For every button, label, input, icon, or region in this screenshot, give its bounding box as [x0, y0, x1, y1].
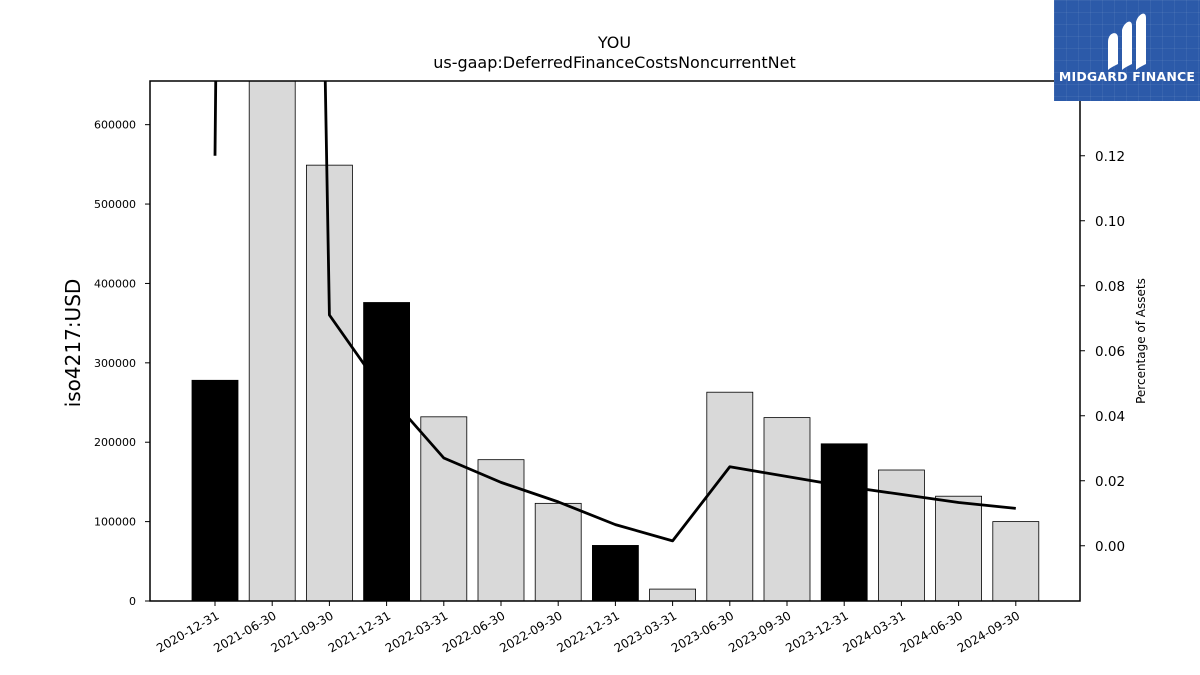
- x-tick-label: 2024-03-31: [840, 608, 907, 655]
- y-tick-label: 600000: [94, 119, 136, 132]
- bar-2022-09-30: [534, 502, 582, 601]
- bar-2023-06-30: [706, 391, 754, 601]
- bar-series: [191, 81, 1040, 601]
- bar-2024-03-31: [878, 469, 925, 601]
- bar-2021-06-30: [248, 81, 296, 601]
- x-tick-label: 2021-09-30: [268, 608, 335, 655]
- bar-2020-12-31: [191, 379, 239, 601]
- y-tick-label: 100000: [94, 516, 136, 529]
- percentage-of-assets-line: [213, 81, 1016, 543]
- y-tick-label: 300000: [94, 357, 136, 370]
- y-axis-label: iso4217:USD: [61, 279, 85, 408]
- y-tick-label: 0: [129, 595, 136, 608]
- x-tick-label: 2023-03-31: [612, 608, 679, 655]
- bar-2023-03-31: [649, 588, 696, 601]
- logo-text: MIDGARD FINANCE: [1058, 69, 1196, 84]
- left-axis-ticks: 0 100000 200000 300000 400000 500000 600000: [94, 119, 150, 608]
- x-tick-label: 2021-06-30: [211, 608, 278, 655]
- bar-2022-12-31: [592, 545, 639, 601]
- x-tick-label: 2022-06-30: [440, 608, 507, 655]
- y2-tick-label: 0.04: [1095, 409, 1125, 425]
- y-tick-label: 200000: [94, 436, 136, 449]
- x-tick-label: 2024-06-30: [898, 608, 965, 655]
- right-axis-ticks: 0.00 0.02 0.04 0.06 0.08 0.10 0.12: [1080, 149, 1125, 555]
- x-tick-label: 2023-12-31: [783, 608, 850, 655]
- bar-2024-09-30: [992, 521, 1040, 601]
- y2-tick-label: 0.06: [1095, 344, 1125, 360]
- x-tick-label: 2022-12-31: [554, 608, 621, 655]
- x-tick-label: 2023-06-30: [669, 608, 736, 655]
- y2-tick-label: 0.08: [1095, 279, 1125, 295]
- x-tick-label: 2022-03-31: [383, 608, 450, 655]
- chart-subtitle: us-gaap:DeferredFinanceCostsNoncurrentNe…: [433, 53, 796, 72]
- line-series: [213, 81, 1016, 543]
- bar-2023-12-31: [820, 443, 868, 601]
- x-tick-label: 2021-12-31: [326, 608, 393, 655]
- x-axis-ticks: 2020-12-312021-06-302021-09-302021-12-31…: [154, 601, 1022, 655]
- bar-2023-09-30: [763, 417, 811, 601]
- chart-title: YOU: [597, 33, 632, 52]
- logo-mark-icon: [1108, 13, 1146, 70]
- y2-tick-label: 0.00: [1095, 539, 1125, 555]
- bar-2021-09-30: [305, 164, 353, 601]
- x-tick-label: 2020-12-31: [154, 608, 221, 655]
- midgard-finance-logo: MIDGARD FINANCE: [1054, 0, 1200, 101]
- bar-2021-12-31: [363, 302, 411, 601]
- y2-axis-label: Percentage of Assets: [1134, 278, 1148, 404]
- x-tick-label: 2023-09-30: [726, 608, 793, 655]
- y-tick-label: 400000: [94, 277, 136, 290]
- x-tick-label: 2024-09-30: [955, 608, 1022, 655]
- y2-tick-label: 0.10: [1095, 214, 1125, 230]
- y2-tick-label: 0.12: [1095, 149, 1125, 165]
- y2-tick-label: 0.02: [1095, 474, 1125, 490]
- bar-2024-06-30: [935, 495, 982, 601]
- y-tick-label: 500000: [94, 198, 136, 211]
- x-tick-label: 2022-09-30: [497, 608, 564, 655]
- bar-2022-03-31: [420, 416, 468, 601]
